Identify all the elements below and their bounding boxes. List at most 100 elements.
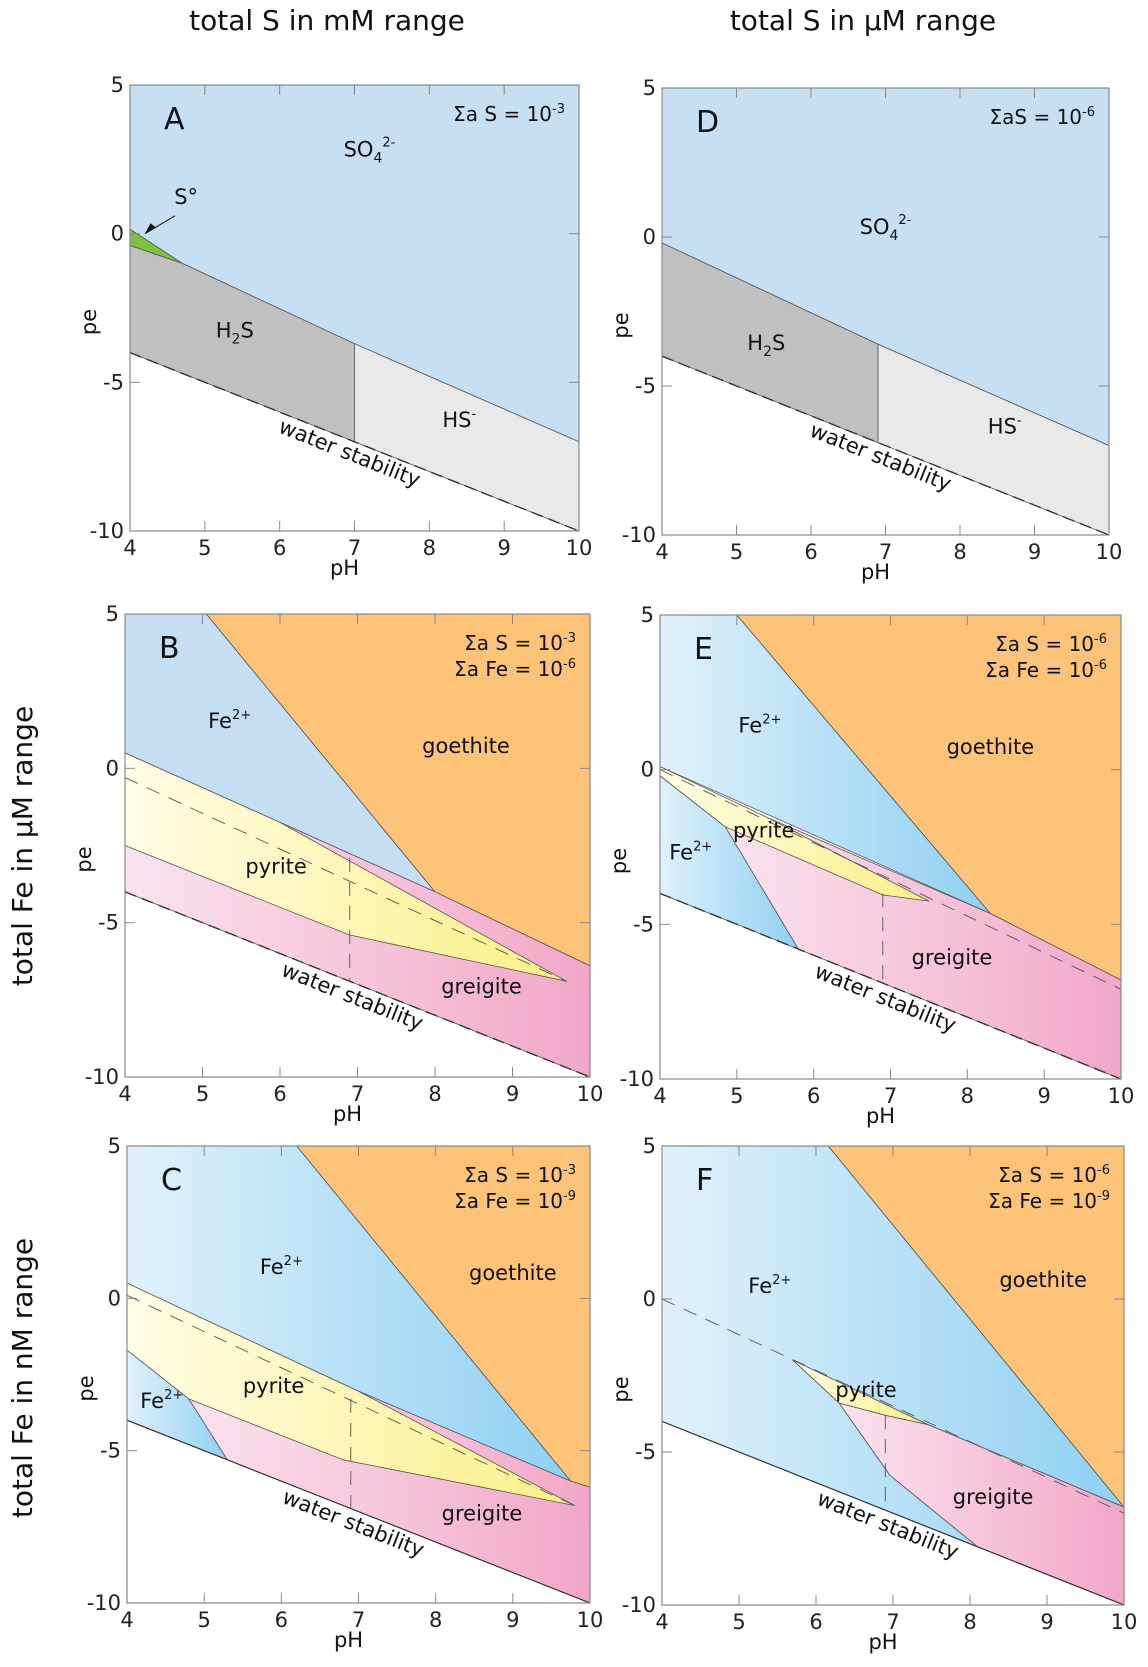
activity-annotation: Σa Fe = 10-9 <box>988 1189 1110 1213</box>
annotation-exponent: -3 <box>563 1163 576 1178</box>
x-tick-label: 8 <box>428 1082 441 1106</box>
region-label: Fe2+ <box>669 839 712 864</box>
label-base: goethite <box>422 734 510 758</box>
x-axis-label: pH <box>861 560 890 584</box>
y-tick-label: -5 <box>635 1440 656 1464</box>
y-tick-label: 5 <box>643 76 656 100</box>
x-axis-label: pH <box>333 1102 362 1126</box>
x-tick-label: 5 <box>197 1608 210 1632</box>
label-base: H <box>216 319 232 343</box>
annotation-exponent: -6 <box>1094 658 1107 673</box>
label-base: pyrite <box>835 1378 896 1402</box>
label-superscript: 2- <box>898 213 911 228</box>
row-label-fe-nM: total Fe in nM range <box>6 1238 39 1518</box>
label-base: HS <box>442 408 471 432</box>
label-base: greigite <box>442 1502 523 1526</box>
label-superscript: 2- <box>382 135 395 150</box>
plot-area <box>127 1146 590 1603</box>
panel-letter: E <box>694 632 713 667</box>
activity-annotation: ΣaS = 10-6 <box>990 105 1095 129</box>
label-tail: S <box>240 319 253 343</box>
panel-letter: A <box>164 102 185 137</box>
plot-area <box>125 614 590 1077</box>
label-base: SO <box>344 137 374 161</box>
annotation-base: Σa S = 10 <box>453 102 552 126</box>
x-tick-label: 7 <box>348 536 361 560</box>
y-tick-label: 5 <box>106 602 119 626</box>
plot-area <box>660 615 1121 1079</box>
region-pyrite <box>127 1282 575 1506</box>
region-label: Fe2+ <box>738 713 781 738</box>
y-tick-label: 5 <box>111 73 124 97</box>
region-label: HS- <box>988 414 1022 439</box>
line-sulfur-boundary <box>660 769 1121 990</box>
activity-annotation: Σa S = 10-3 <box>453 102 565 126</box>
x-tick-label: 6 <box>807 1084 820 1108</box>
y-axis-label: pe <box>77 309 101 335</box>
label-tail: S <box>772 331 785 355</box>
y-tick-label: -10 <box>620 1067 654 1091</box>
x-tick-label: 9 <box>506 1082 519 1106</box>
label-superscript: 2+ <box>762 713 781 728</box>
y-tick-label: -5 <box>103 370 124 394</box>
x-tick-label: 10 <box>1111 1610 1138 1634</box>
label-base: pyrite <box>243 1374 304 1398</box>
x-tick-label: 6 <box>275 1608 288 1632</box>
region-pyrite <box>125 752 568 982</box>
region-label: greigite <box>442 1502 523 1526</box>
y-tick-label: -5 <box>98 911 119 935</box>
arrowhead-icon <box>144 223 157 234</box>
panel-letter: B <box>159 631 180 666</box>
x-axis-label: pH <box>868 1630 897 1654</box>
label-subscript: 4 <box>889 228 898 244</box>
region-label: Fe2+ <box>748 1273 791 1298</box>
label-base: Fe <box>669 840 693 864</box>
region-label: goethite <box>999 1268 1087 1292</box>
region-goethite <box>205 614 590 967</box>
region-label: H2S <box>747 331 785 360</box>
x-tick-label: 7 <box>886 1610 899 1634</box>
x-tick-label: 5 <box>196 1082 209 1106</box>
line-sulfur-boundary <box>125 777 567 982</box>
panel-letter: C <box>161 1163 182 1198</box>
region-label: pyrite <box>245 854 306 878</box>
region-goethite <box>296 1146 590 1488</box>
x-tick-label: 4 <box>123 536 136 560</box>
y-axis-label: pe <box>609 312 633 338</box>
y-axis-label: pe <box>72 846 96 872</box>
region-label: H2S <box>216 319 254 348</box>
x-tick-label: 5 <box>730 540 743 564</box>
region-label: pyrite <box>835 1378 896 1402</box>
region-label: Fe2+ <box>140 1388 183 1413</box>
label-superscript: 2+ <box>693 839 712 854</box>
annotation-exponent: -9 <box>563 1189 576 1204</box>
x-tick-label: 8 <box>953 540 966 564</box>
x-tick-label: 4 <box>120 1608 133 1632</box>
y-tick-label: 0 <box>643 225 656 249</box>
label-base: goethite <box>999 1268 1087 1292</box>
x-tick-label: 10 <box>577 1608 604 1632</box>
label-base: pyrite <box>245 854 306 878</box>
x-tick-label: 9 <box>497 536 510 560</box>
y-tick-label: -10 <box>622 523 656 547</box>
y-axis-label: pe <box>607 848 631 874</box>
x-tick-label: 6 <box>273 1082 286 1106</box>
annotation-base: ΣaS = 10 <box>990 105 1083 129</box>
column-title-mM: total S in mM range <box>189 4 465 37</box>
plot-area <box>662 88 1109 535</box>
region-label: Fe2+ <box>208 708 251 733</box>
label-superscript: 2+ <box>164 1388 183 1403</box>
x-tick-label: 9 <box>1028 540 1041 564</box>
x-tick-label: 7 <box>351 1082 364 1106</box>
annotation-base: Σa S = 10 <box>998 1163 1097 1187</box>
activity-annotation: Σa S = 10-6 <box>998 1163 1110 1187</box>
y-tick-label: -10 <box>90 519 124 543</box>
label-base: Fe <box>260 1255 284 1279</box>
x-tick-label: 6 <box>273 536 286 560</box>
y-tick-label: -5 <box>635 374 656 398</box>
y-tick-label: 0 <box>106 756 119 780</box>
x-tick-label: 10 <box>577 1082 604 1106</box>
